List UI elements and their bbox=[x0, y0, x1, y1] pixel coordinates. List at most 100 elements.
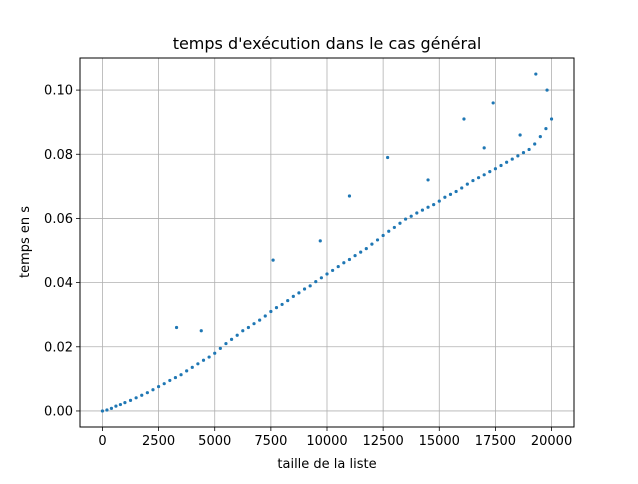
data-point bbox=[297, 291, 301, 295]
data-point bbox=[274, 306, 279, 310]
data-point bbox=[398, 221, 402, 225]
y-tick-label: 0.00 bbox=[44, 404, 73, 419]
data-point bbox=[224, 341, 228, 346]
data-point bbox=[207, 355, 211, 359]
data-point bbox=[109, 406, 114, 410]
data-point bbox=[213, 351, 217, 355]
data-point bbox=[286, 298, 290, 303]
data-point bbox=[460, 186, 464, 190]
x-tick-label: 2500 bbox=[142, 434, 175, 449]
y-axis-label: temps en s bbox=[18, 206, 33, 278]
data-point bbox=[105, 408, 109, 412]
data-point bbox=[185, 369, 189, 373]
data-point bbox=[140, 393, 144, 397]
data-point bbox=[280, 302, 284, 307]
data-point bbox=[454, 189, 458, 194]
data-point bbox=[336, 264, 340, 269]
data-point bbox=[168, 378, 172, 383]
y-tick-label: 0.02 bbox=[44, 340, 73, 355]
y-tick-label: 0.08 bbox=[44, 148, 73, 163]
data-point bbox=[465, 182, 469, 186]
data-point bbox=[488, 169, 492, 174]
data-point bbox=[533, 142, 537, 146]
data-point bbox=[386, 155, 390, 160]
x-tick-label: 10000 bbox=[306, 434, 347, 449]
data-point bbox=[218, 346, 222, 350]
data-point bbox=[538, 135, 542, 139]
data-point bbox=[325, 272, 329, 276]
data-point bbox=[258, 318, 262, 322]
ticks-layer: 0 2500 5000 7500 10000 12500 15000 17500 20000 0.… bbox=[44, 84, 572, 449]
data-point bbox=[100, 409, 105, 413]
x-tick-label: 5000 bbox=[198, 434, 231, 449]
data-point bbox=[199, 329, 203, 333]
data-point bbox=[269, 309, 273, 314]
data-point bbox=[319, 276, 323, 280]
data-point bbox=[381, 233, 385, 238]
data-point bbox=[420, 208, 425, 212]
data-point bbox=[229, 337, 234, 342]
data-point bbox=[432, 203, 436, 207]
y-tick-label: 0.06 bbox=[44, 212, 73, 227]
data-point bbox=[173, 375, 178, 380]
data-point bbox=[308, 284, 312, 288]
data-point bbox=[347, 257, 352, 262]
data-point bbox=[318, 239, 322, 243]
data-point bbox=[314, 280, 318, 284]
data-point bbox=[510, 157, 514, 161]
x-tick-label: 17500 bbox=[475, 434, 516, 449]
data-point bbox=[145, 391, 149, 395]
data-point bbox=[302, 287, 307, 291]
data-point bbox=[331, 268, 335, 273]
x-axis-label: taille de la liste bbox=[277, 457, 376, 472]
y-tick-label: 0.04 bbox=[44, 276, 73, 291]
data-point bbox=[443, 195, 447, 199]
data-point bbox=[370, 242, 374, 246]
data-point bbox=[364, 246, 368, 251]
data-point bbox=[291, 294, 295, 299]
data-point bbox=[174, 325, 179, 330]
data-point bbox=[134, 396, 138, 400]
data-point bbox=[375, 238, 380, 242]
x-tick-label: 15000 bbox=[419, 434, 460, 449]
data-point bbox=[353, 254, 357, 258]
data-point bbox=[403, 217, 408, 221]
y-tick-label: 0.10 bbox=[44, 84, 73, 99]
data-point bbox=[252, 322, 256, 326]
data-point bbox=[190, 365, 194, 369]
data-point bbox=[518, 133, 522, 137]
data-point bbox=[263, 314, 267, 318]
data-point bbox=[156, 384, 161, 389]
data-point bbox=[342, 261, 346, 265]
data-point bbox=[201, 358, 206, 362]
data-point bbox=[476, 176, 481, 180]
data-point bbox=[544, 126, 548, 131]
data-point bbox=[151, 388, 155, 392]
data-point bbox=[387, 229, 391, 233]
data-point bbox=[409, 214, 413, 218]
data-point bbox=[347, 194, 352, 198]
data-point bbox=[471, 178, 475, 183]
data-point bbox=[392, 225, 396, 230]
data-point bbox=[499, 163, 503, 168]
data-point bbox=[491, 101, 495, 105]
x-tick-label: 0 bbox=[98, 434, 106, 449]
data-point bbox=[493, 167, 498, 171]
points-layer bbox=[100, 72, 554, 413]
data-point bbox=[426, 178, 430, 182]
data-point bbox=[448, 192, 453, 196]
data-point bbox=[482, 173, 486, 177]
x-tick-label: 12500 bbox=[362, 434, 403, 449]
data-point bbox=[118, 402, 123, 407]
data-point bbox=[128, 398, 133, 402]
data-point bbox=[241, 329, 245, 333]
data-point bbox=[196, 362, 200, 366]
data-point bbox=[527, 147, 531, 152]
x-tick-label: 7500 bbox=[254, 434, 287, 449]
data-point bbox=[549, 117, 554, 121]
data-point bbox=[534, 72, 538, 76]
data-point bbox=[162, 382, 166, 386]
data-point bbox=[123, 401, 127, 405]
